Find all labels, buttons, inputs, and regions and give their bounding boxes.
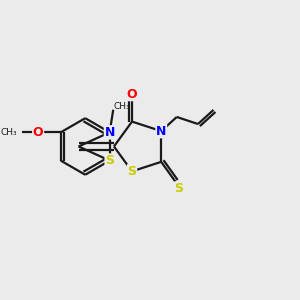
Text: CH₃: CH₃: [1, 128, 17, 137]
Text: N: N: [156, 124, 166, 138]
Text: S: S: [128, 165, 136, 178]
Text: N: N: [104, 126, 115, 139]
Text: O: O: [127, 88, 137, 100]
Text: S: S: [105, 154, 114, 167]
Text: S: S: [174, 182, 183, 195]
Text: O: O: [33, 126, 44, 139]
Text: CH₃: CH₃: [113, 102, 130, 111]
